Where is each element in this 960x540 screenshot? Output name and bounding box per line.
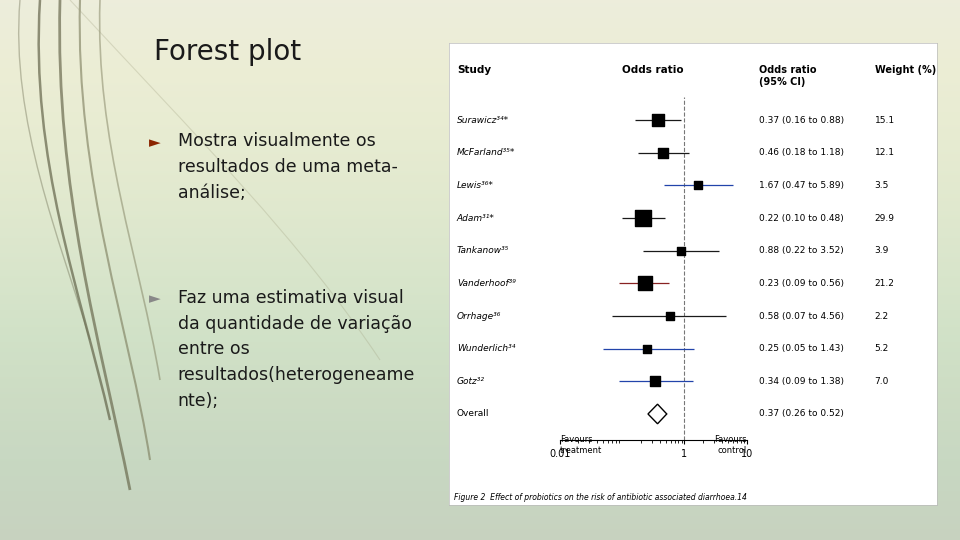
Text: 0.37 (0.26 to 0.52): 0.37 (0.26 to 0.52) — [759, 409, 844, 418]
Text: Vanderhoof³⁹: Vanderhoof³⁹ — [457, 279, 516, 288]
Text: 5.2: 5.2 — [875, 344, 889, 353]
Text: 0.88 (0.22 to 3.52): 0.88 (0.22 to 3.52) — [759, 246, 844, 255]
Text: ►: ► — [149, 292, 160, 307]
Text: 1.67 (0.47 to 5.89): 1.67 (0.47 to 5.89) — [759, 181, 845, 190]
Text: Overall: Overall — [457, 409, 490, 418]
Text: 3.9: 3.9 — [875, 246, 889, 255]
Text: McFarland³⁵*: McFarland³⁵* — [457, 148, 516, 157]
Point — [648, 377, 663, 386]
Text: 7.0: 7.0 — [875, 377, 889, 386]
Text: 0.23 (0.09 to 0.56): 0.23 (0.09 to 0.56) — [759, 279, 845, 288]
Text: Odds ratio: Odds ratio — [622, 65, 684, 75]
Text: Tankanow³⁵: Tankanow³⁵ — [457, 246, 510, 255]
Text: Adam³¹*: Adam³¹* — [457, 213, 494, 222]
Text: 0.25 (0.05 to 1.43): 0.25 (0.05 to 1.43) — [759, 344, 844, 353]
Point — [650, 116, 665, 124]
Text: 0.37 (0.16 to 0.88): 0.37 (0.16 to 0.88) — [759, 116, 845, 125]
Text: Favours
control: Favours control — [714, 435, 747, 455]
Text: 29.9: 29.9 — [875, 213, 895, 222]
Text: Orrhage³⁶: Orrhage³⁶ — [457, 312, 501, 321]
Text: Lewis³⁶*: Lewis³⁶* — [457, 181, 493, 190]
Text: 0.46 (0.18 to 1.18): 0.46 (0.18 to 1.18) — [759, 148, 845, 157]
Text: Forest plot: Forest plot — [154, 38, 300, 66]
Point — [636, 214, 651, 222]
Point — [637, 279, 653, 288]
Text: ►: ► — [149, 135, 160, 150]
Text: Surawicz³⁴*: Surawicz³⁴* — [457, 116, 509, 125]
Text: Favours
treatment: Favours treatment — [560, 435, 602, 455]
Text: (95% CI): (95% CI) — [759, 77, 805, 87]
Text: 15.1: 15.1 — [875, 116, 895, 125]
Point — [639, 345, 655, 353]
Text: Figure 2  Effect of probiotics on the risk of antibiotic associated diarrhoea.14: Figure 2 Effect of probiotics on the ris… — [454, 493, 747, 502]
Text: Weight (%): Weight (%) — [875, 65, 936, 75]
Text: 0.58 (0.07 to 4.56): 0.58 (0.07 to 4.56) — [759, 312, 845, 321]
Text: Faz uma estimativa visual
da quantidade de variação
entre os
resultados(heteroge: Faz uma estimativa visual da quantidade … — [178, 289, 415, 410]
Text: Study: Study — [457, 65, 492, 75]
Text: Gotz³²: Gotz³² — [457, 377, 485, 386]
Point — [662, 312, 678, 320]
Text: 0.34 (0.09 to 1.38): 0.34 (0.09 to 1.38) — [759, 377, 845, 386]
Text: Odds ratio: Odds ratio — [759, 65, 817, 75]
Point — [656, 148, 671, 157]
Point — [673, 246, 688, 255]
Polygon shape — [648, 404, 667, 424]
Point — [690, 181, 706, 190]
Text: 21.2: 21.2 — [875, 279, 895, 288]
Text: Mostra visualmente os
resultados de uma meta-
análise;: Mostra visualmente os resultados de uma … — [178, 132, 397, 202]
Text: 0.22 (0.10 to 0.48): 0.22 (0.10 to 0.48) — [759, 213, 844, 222]
Text: Wunderlich³⁴: Wunderlich³⁴ — [457, 344, 516, 353]
Text: 2.2: 2.2 — [875, 312, 889, 321]
Text: 3.5: 3.5 — [875, 181, 889, 190]
Text: 12.1: 12.1 — [875, 148, 895, 157]
